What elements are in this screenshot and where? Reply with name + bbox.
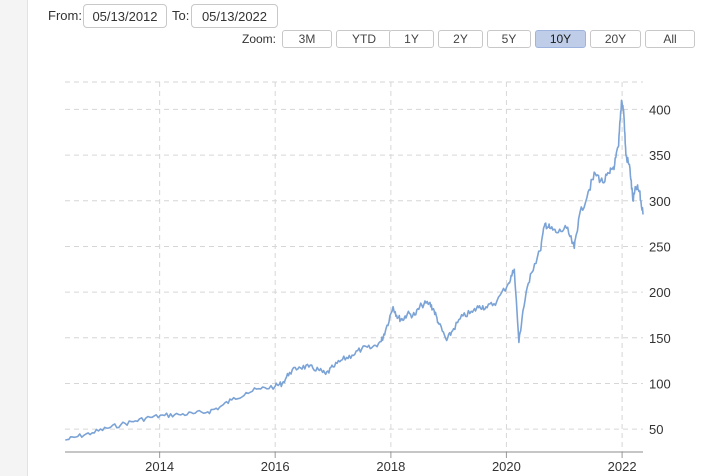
to-label: To: (172, 8, 190, 23)
y-tick-label: 150 (649, 331, 671, 346)
y-tick-label: 350 (649, 148, 671, 163)
x-tick-label: 2016 (261, 459, 290, 474)
from-date-input[interactable]: 05/13/2012 (83, 4, 167, 28)
to-date-input[interactable]: 05/13/2022 (191, 4, 278, 28)
zoom-button-3m[interactable]: 3M (282, 30, 332, 48)
y-tick-label: 250 (649, 239, 671, 254)
y-tick-label: 100 (649, 376, 671, 391)
chart-panel: From: 05/13/2012 To: 05/13/2022 Zoom: 3M… (27, 0, 717, 476)
from-label: From: (48, 8, 82, 23)
zoom-button-1y[interactable]: 1Y (389, 30, 434, 48)
zoom-label: Zoom: (242, 32, 277, 46)
x-tick-label: 2020 (492, 459, 521, 474)
price-series-line (65, 99, 644, 441)
y-tick-label: 200 (649, 285, 671, 300)
y-tick-label: 50 (649, 422, 663, 437)
x-axis: 2014 2016 2018 2020 2022 (65, 451, 643, 474)
zoom-button-all[interactable]: All (645, 30, 695, 48)
zoom-button-ytd[interactable]: YTD (336, 30, 392, 48)
grid-lines (65, 81, 643, 452)
y-tick-label: 400 (649, 102, 671, 117)
y-axis: 50 100 150 200 250 300 350 400 (649, 102, 671, 437)
zoom-button-2y[interactable]: 2Y (438, 30, 483, 48)
zoom-button-10y[interactable]: 10Y (535, 30, 586, 48)
x-tick-label: 2018 (376, 459, 405, 474)
zoom-button-5y[interactable]: 5Y (487, 30, 531, 48)
zoom-button-20y[interactable]: 20Y (590, 30, 641, 48)
x-tick-label: 2022 (608, 459, 637, 474)
y-tick-label: 300 (649, 194, 671, 209)
x-tick-label: 2014 (145, 459, 174, 474)
